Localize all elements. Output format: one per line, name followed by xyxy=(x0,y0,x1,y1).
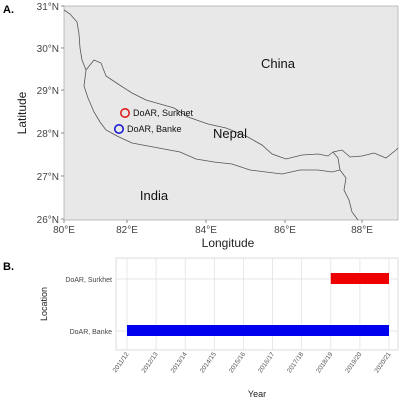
year-tick-labels: 2011/12 2012/13 2013/14 2014/15 2015/16 2016/… xyxy=(112,351,393,375)
lon-tick-label: 80°E xyxy=(53,225,75,236)
location-label-banke: DoAR, Banke xyxy=(70,329,113,336)
lat-tick-label: 30°N xyxy=(37,44,59,55)
lat-tick-label: 26°N xyxy=(37,215,59,226)
lon-tick-label: 84°E xyxy=(195,225,217,236)
country-label-india: India xyxy=(140,188,169,203)
map-panel: 80°E 82°E 84°E 86°E 88°E 31°N 30°N 29°N … xyxy=(15,2,399,250)
lat-tick-label: 29°N xyxy=(37,86,59,97)
lat-tick-label: 27°N xyxy=(37,172,59,183)
panel-b-letter: B. xyxy=(3,261,14,273)
site-label-surkhet: DoAR, Surkhet xyxy=(133,108,194,118)
site-label-banke: DoAR, Banke xyxy=(127,124,182,134)
y-axis-title: Latitude xyxy=(15,91,29,134)
timeline-panel: DoAR, Surkhet DoAR, Banke 2011/12 2012/13… xyxy=(39,257,399,399)
timeline-bar-banke xyxy=(127,325,389,336)
country-label-china: China xyxy=(261,56,296,71)
site-marker-banke xyxy=(114,124,125,135)
lon-tick-marks xyxy=(63,220,363,223)
panel-a-letter: A. xyxy=(3,4,14,16)
country-label-nepal: Nepal xyxy=(213,126,247,141)
timeline-background xyxy=(115,257,399,351)
nepal-border xyxy=(83,59,341,175)
timeline-y-axis-title: Location xyxy=(39,287,49,321)
lon-tick-label: 88°E xyxy=(351,225,373,236)
year-tick-label: 2017/18 xyxy=(286,351,305,375)
year-tick-label: 2016/17 xyxy=(257,351,276,375)
lon-tick-label: 86°E xyxy=(274,225,296,236)
year-tick-label: 2018/19 xyxy=(315,351,334,375)
map-background xyxy=(63,5,399,221)
year-tick-label: 2015/16 xyxy=(228,351,247,375)
year-tick-label: 2011/12 xyxy=(112,351,131,374)
location-label-surkhet: DoAR, Surkhet xyxy=(65,277,112,284)
lat-tick-label: 31°N xyxy=(37,2,59,13)
lon-tick-label: 82°E xyxy=(116,225,138,236)
eastern-border xyxy=(332,147,399,221)
year-tick-label: 2019/20 xyxy=(344,351,363,375)
timeline-bar-surkhet xyxy=(330,273,389,284)
china-india-border-west xyxy=(63,9,87,71)
year-tick-label: 2014/15 xyxy=(199,351,218,375)
x-axis-title: Longitude xyxy=(202,236,255,250)
lat-tick-marks xyxy=(61,5,64,220)
year-tick-label: 2013/14 xyxy=(170,351,189,375)
lat-tick-label: 28°N xyxy=(37,129,59,140)
timeline-x-axis-title: Year xyxy=(248,389,266,399)
year-tick-label: 2020/21 xyxy=(373,351,392,375)
site-marker-surkhet xyxy=(120,108,131,119)
year-tick-label: 2012/13 xyxy=(141,351,160,375)
